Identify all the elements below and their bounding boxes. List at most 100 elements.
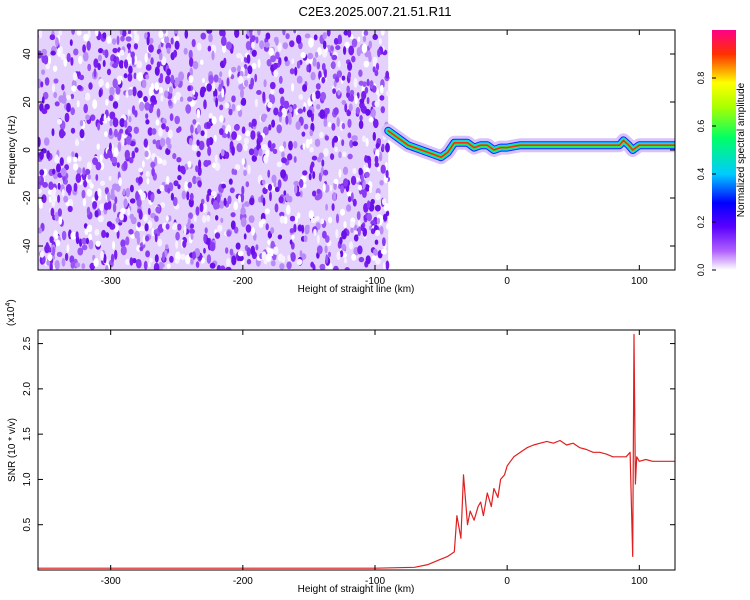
noise-blob	[280, 169, 287, 179]
noise-blob	[340, 208, 345, 216]
noise-blob	[382, 237, 386, 247]
noise-blob	[187, 181, 192, 189]
noise-blob	[99, 180, 106, 187]
noise-blob	[278, 75, 283, 84]
noise-blob	[289, 68, 295, 75]
noise-blob	[356, 211, 361, 221]
noise-blob	[227, 195, 232, 205]
noise-blob	[105, 82, 110, 89]
noise-blob	[196, 42, 202, 51]
noise-blob	[179, 96, 184, 102]
noise-blob	[338, 37, 342, 43]
noise-blob	[109, 118, 113, 127]
noise-blob	[208, 74, 214, 84]
noise-blob	[63, 58, 68, 67]
noise-blob	[220, 149, 225, 157]
noise-blob	[151, 228, 155, 237]
noise-blob	[103, 253, 107, 264]
noise-blob	[277, 234, 283, 240]
noise-blob	[385, 142, 390, 153]
y-tick-label: 2.5	[22, 336, 33, 350]
noise-blob	[45, 63, 50, 70]
noise-blob	[88, 233, 93, 241]
noise-blob	[267, 140, 272, 149]
noise-blob	[98, 89, 102, 98]
noise-blob	[115, 86, 121, 95]
noise-blob	[52, 65, 58, 72]
noise-blob	[312, 171, 316, 180]
noise-blob	[97, 122, 101, 131]
noise-blob	[358, 167, 363, 176]
noise-blob	[104, 49, 109, 59]
noise-blob	[109, 111, 116, 120]
noise-blob	[219, 128, 224, 136]
noise-blob	[351, 55, 356, 63]
noise-blob	[324, 245, 328, 254]
colorbar-tick-label: 0.4	[696, 168, 706, 181]
noise-blob	[280, 96, 285, 106]
noise-blob	[262, 179, 266, 185]
noise-blob	[173, 35, 180, 43]
noise-blob	[363, 30, 369, 36]
noise-blob	[133, 33, 140, 44]
noise-blob	[236, 105, 241, 112]
noise-blob	[150, 57, 154, 65]
noise-blob	[58, 128, 65, 139]
noise-blob	[316, 104, 321, 110]
noise-blob	[64, 112, 70, 123]
noise-blob	[134, 147, 139, 153]
colorbar-tick-label: 0.8	[696, 72, 706, 85]
noise-blob	[268, 124, 272, 131]
noise-blob	[380, 248, 387, 255]
noise-blob	[235, 242, 241, 250]
noise-blob	[131, 55, 135, 66]
noise-blob	[347, 30, 352, 38]
snr-panel: -300 -200 -100 0 100 0.5 1.0 1.5 2.0 2.5 Height …	[5, 299, 676, 595]
noise-blob	[144, 53, 148, 63]
noise-blob	[195, 206, 200, 216]
noise-blob	[335, 45, 341, 51]
noise-blob	[368, 40, 373, 49]
noise-blob	[288, 116, 292, 126]
noise-blob	[322, 230, 327, 239]
noise-blob	[290, 252, 296, 262]
noise-blob	[42, 181, 48, 188]
noise-blob	[79, 74, 85, 81]
noise-blob	[364, 86, 369, 94]
noise-blob	[262, 187, 268, 195]
noise-blob	[77, 247, 84, 256]
noise-blob	[270, 248, 274, 257]
noise-blob	[226, 258, 231, 268]
noise-blob	[154, 215, 159, 222]
noise-blob	[158, 127, 163, 137]
noise-blob	[325, 203, 328, 211]
noise-blob	[148, 37, 154, 45]
noise-blob	[234, 124, 240, 131]
noise-blob	[58, 30, 62, 36]
noise-blob	[128, 157, 134, 164]
colorbar-tick-label: 0.0	[696, 264, 706, 277]
noise-blob	[251, 62, 257, 70]
noise-blob	[246, 247, 251, 257]
noise-blob	[347, 153, 353, 160]
noise-blob	[308, 37, 314, 48]
noise-blob	[137, 90, 143, 99]
noise-blob	[251, 35, 256, 41]
noise-blob	[102, 32, 107, 39]
noise-blob	[186, 191, 190, 201]
noise-blob	[231, 95, 236, 103]
noise-blob	[138, 167, 144, 173]
noise-blob	[277, 111, 283, 117]
noise-blob	[298, 94, 304, 100]
noise-blob	[151, 128, 157, 135]
noise-blob	[229, 248, 234, 256]
noise-blob	[51, 83, 56, 93]
noise-blob	[133, 126, 139, 134]
noise-blob	[159, 52, 163, 61]
noise-blob	[244, 68, 248, 77]
noise-blob	[265, 223, 269, 231]
noise-blob	[339, 250, 344, 258]
noise-blob	[172, 224, 178, 231]
noise-blob	[365, 137, 369, 147]
noise-blob	[166, 68, 171, 76]
